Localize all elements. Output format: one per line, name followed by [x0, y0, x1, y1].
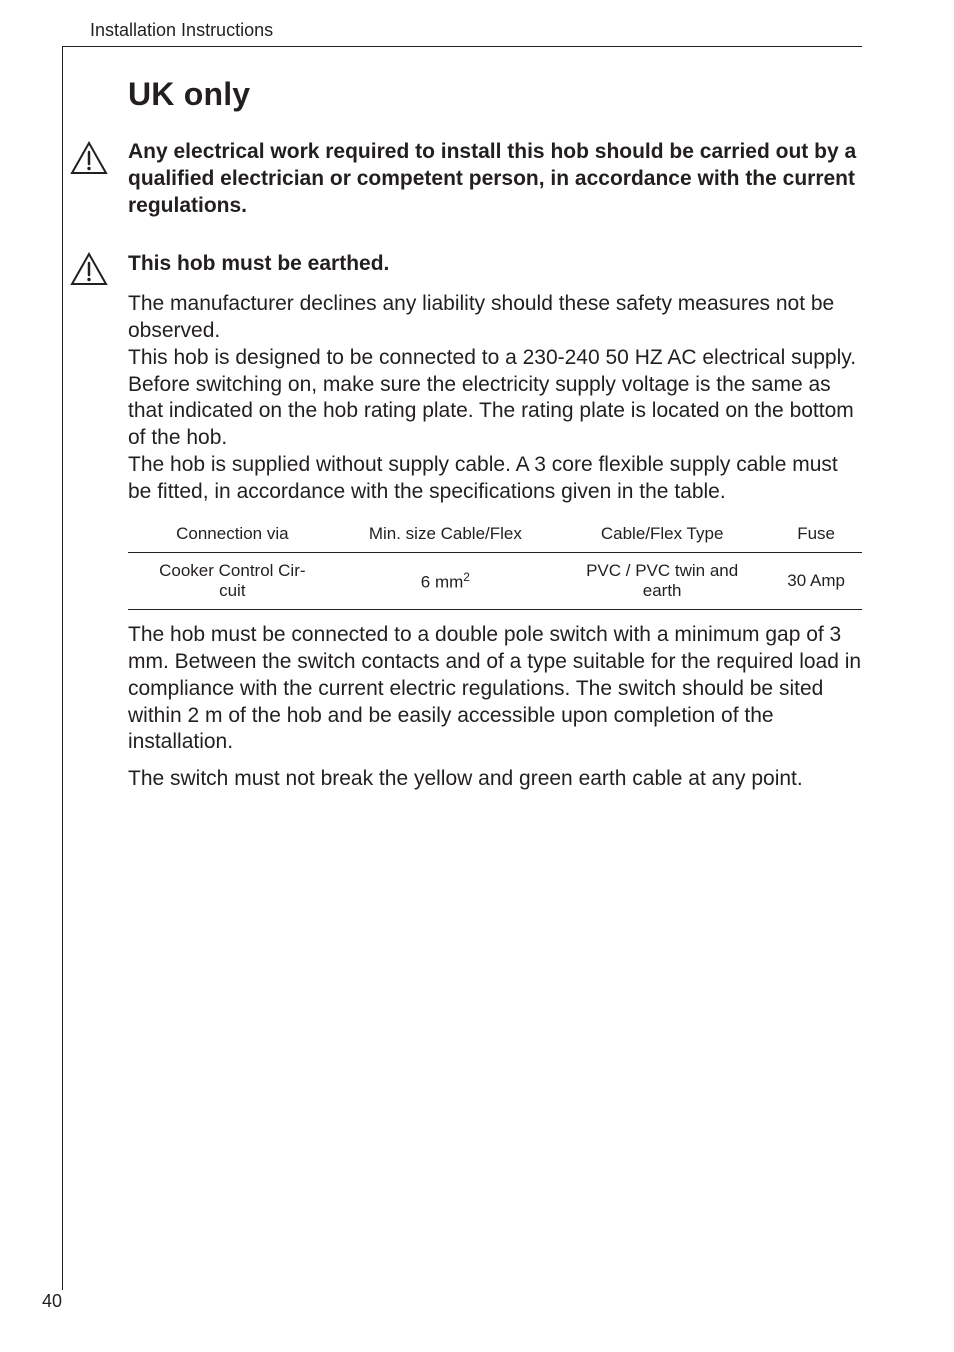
- warning-block-1: Any electrical work required to install …: [128, 139, 862, 220]
- running-head: Installation Instructions: [90, 20, 273, 41]
- body-block-2: The hob must be connected to a double po…: [128, 622, 862, 756]
- warning-text-1: Any electrical work required to install …: [128, 139, 862, 220]
- body-block-1: The manufacturer declines any liability …: [128, 291, 862, 506]
- th-cable-type: Cable/Flex Type: [554, 516, 770, 553]
- warning-triangle-icon: [70, 141, 108, 175]
- page-number: 40: [42, 1291, 62, 1312]
- td-connection: Cooker Control Cir- cuit: [128, 552, 337, 609]
- para-4: The hob is supplied without supply cable…: [128, 452, 862, 506]
- warning-triangle-icon: [70, 252, 108, 286]
- rule-left: [62, 46, 63, 1290]
- para-1: The manufacturer declines any liability …: [128, 291, 862, 345]
- para-2: This hob is designed to be connected to …: [128, 345, 862, 372]
- th-connection: Connection via: [128, 516, 337, 553]
- page: Installation Instructions UK only Any el…: [0, 0, 954, 1352]
- td-cable-type-line2: earth: [643, 581, 682, 600]
- td-cable-type-line1: PVC / PVC twin and: [586, 561, 738, 580]
- rule-top: [62, 46, 862, 47]
- th-fuse: Fuse: [770, 516, 862, 553]
- para-5: The hob must be connected to a double po…: [128, 622, 862, 756]
- td-cable-type: PVC / PVC twin and earth: [554, 552, 770, 609]
- td-fuse: 30 Amp: [770, 552, 862, 609]
- td-min-size-sup: 2: [463, 570, 470, 584]
- para-6: The switch must not break the yellow and…: [128, 766, 862, 793]
- para-3: Before switching on, make sure the elect…: [128, 372, 862, 453]
- td-connection-line1: Cooker Control Cir-: [159, 561, 305, 580]
- spec-table: Connection via Min. size Cable/Flex Cabl…: [128, 516, 862, 610]
- th-min-size: Min. size Cable/Flex: [337, 516, 554, 553]
- td-min-size-val: 6 mm: [421, 572, 464, 591]
- table-header-row: Connection via Min. size Cable/Flex Cabl…: [128, 516, 862, 553]
- section-title: UK only: [128, 76, 862, 113]
- warning-text-2: This hob must be earthed.: [128, 250, 862, 277]
- warning-block-2: This hob must be earthed. The manufactur…: [128, 250, 862, 794]
- table-row: Cooker Control Cir- cuit 6 mm2 PVC / PVC…: [128, 552, 862, 609]
- td-connection-line2: cuit: [219, 581, 245, 600]
- content-area: UK only Any electrical work required to …: [128, 76, 862, 815]
- td-min-size: 6 mm2: [337, 552, 554, 609]
- body-block-3: The switch must not break the yellow and…: [128, 766, 862, 793]
